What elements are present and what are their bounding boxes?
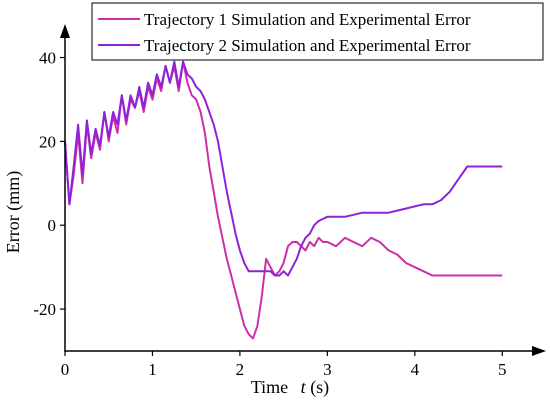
y-axis-arrow <box>60 24 70 38</box>
x-axis-arrow <box>532 346 546 356</box>
y-tick-label-20: 20 <box>39 132 56 151</box>
x-tick-label-3: 3 <box>323 360 332 379</box>
x-tick-label-2: 2 <box>236 360 245 379</box>
legend-box <box>91 2 544 61</box>
axes <box>60 24 546 356</box>
x-axis-title-prefix: Time <box>251 377 288 397</box>
y-axis-title: Error (mm) <box>3 171 24 253</box>
legend-label-trajectory-2: Trajectory 2 Simulation and Experimental… <box>144 36 471 55</box>
plot-lines <box>64 60 503 340</box>
series-line-trajectory-2 <box>64 60 503 277</box>
x-tick-label-4: 4 <box>411 360 420 379</box>
legend: Trajectory 1 Simulation and Experimental… <box>91 2 544 61</box>
y-tick-label--20: -20 <box>33 300 56 319</box>
x-tick-label-1: 1 <box>148 360 157 379</box>
x-axis-title: Time t (s) <box>251 377 329 398</box>
x-tick-label-0: 0 <box>61 360 70 379</box>
x-axis-title-suffix: (s) <box>310 377 329 398</box>
y-tick-label-0: 0 <box>48 216 57 235</box>
series-line-trajectory-1 <box>64 60 503 340</box>
ticks: 0 1 2 3 4 5 -20 0 20 40 <box>33 49 506 379</box>
legend-label-trajectory-1: Trajectory 1 Simulation and Experimental… <box>144 10 471 29</box>
x-tick-label-5: 5 <box>498 360 507 379</box>
y-tick-label-40: 40 <box>39 49 56 68</box>
x-axis-title-var: t <box>301 377 307 397</box>
